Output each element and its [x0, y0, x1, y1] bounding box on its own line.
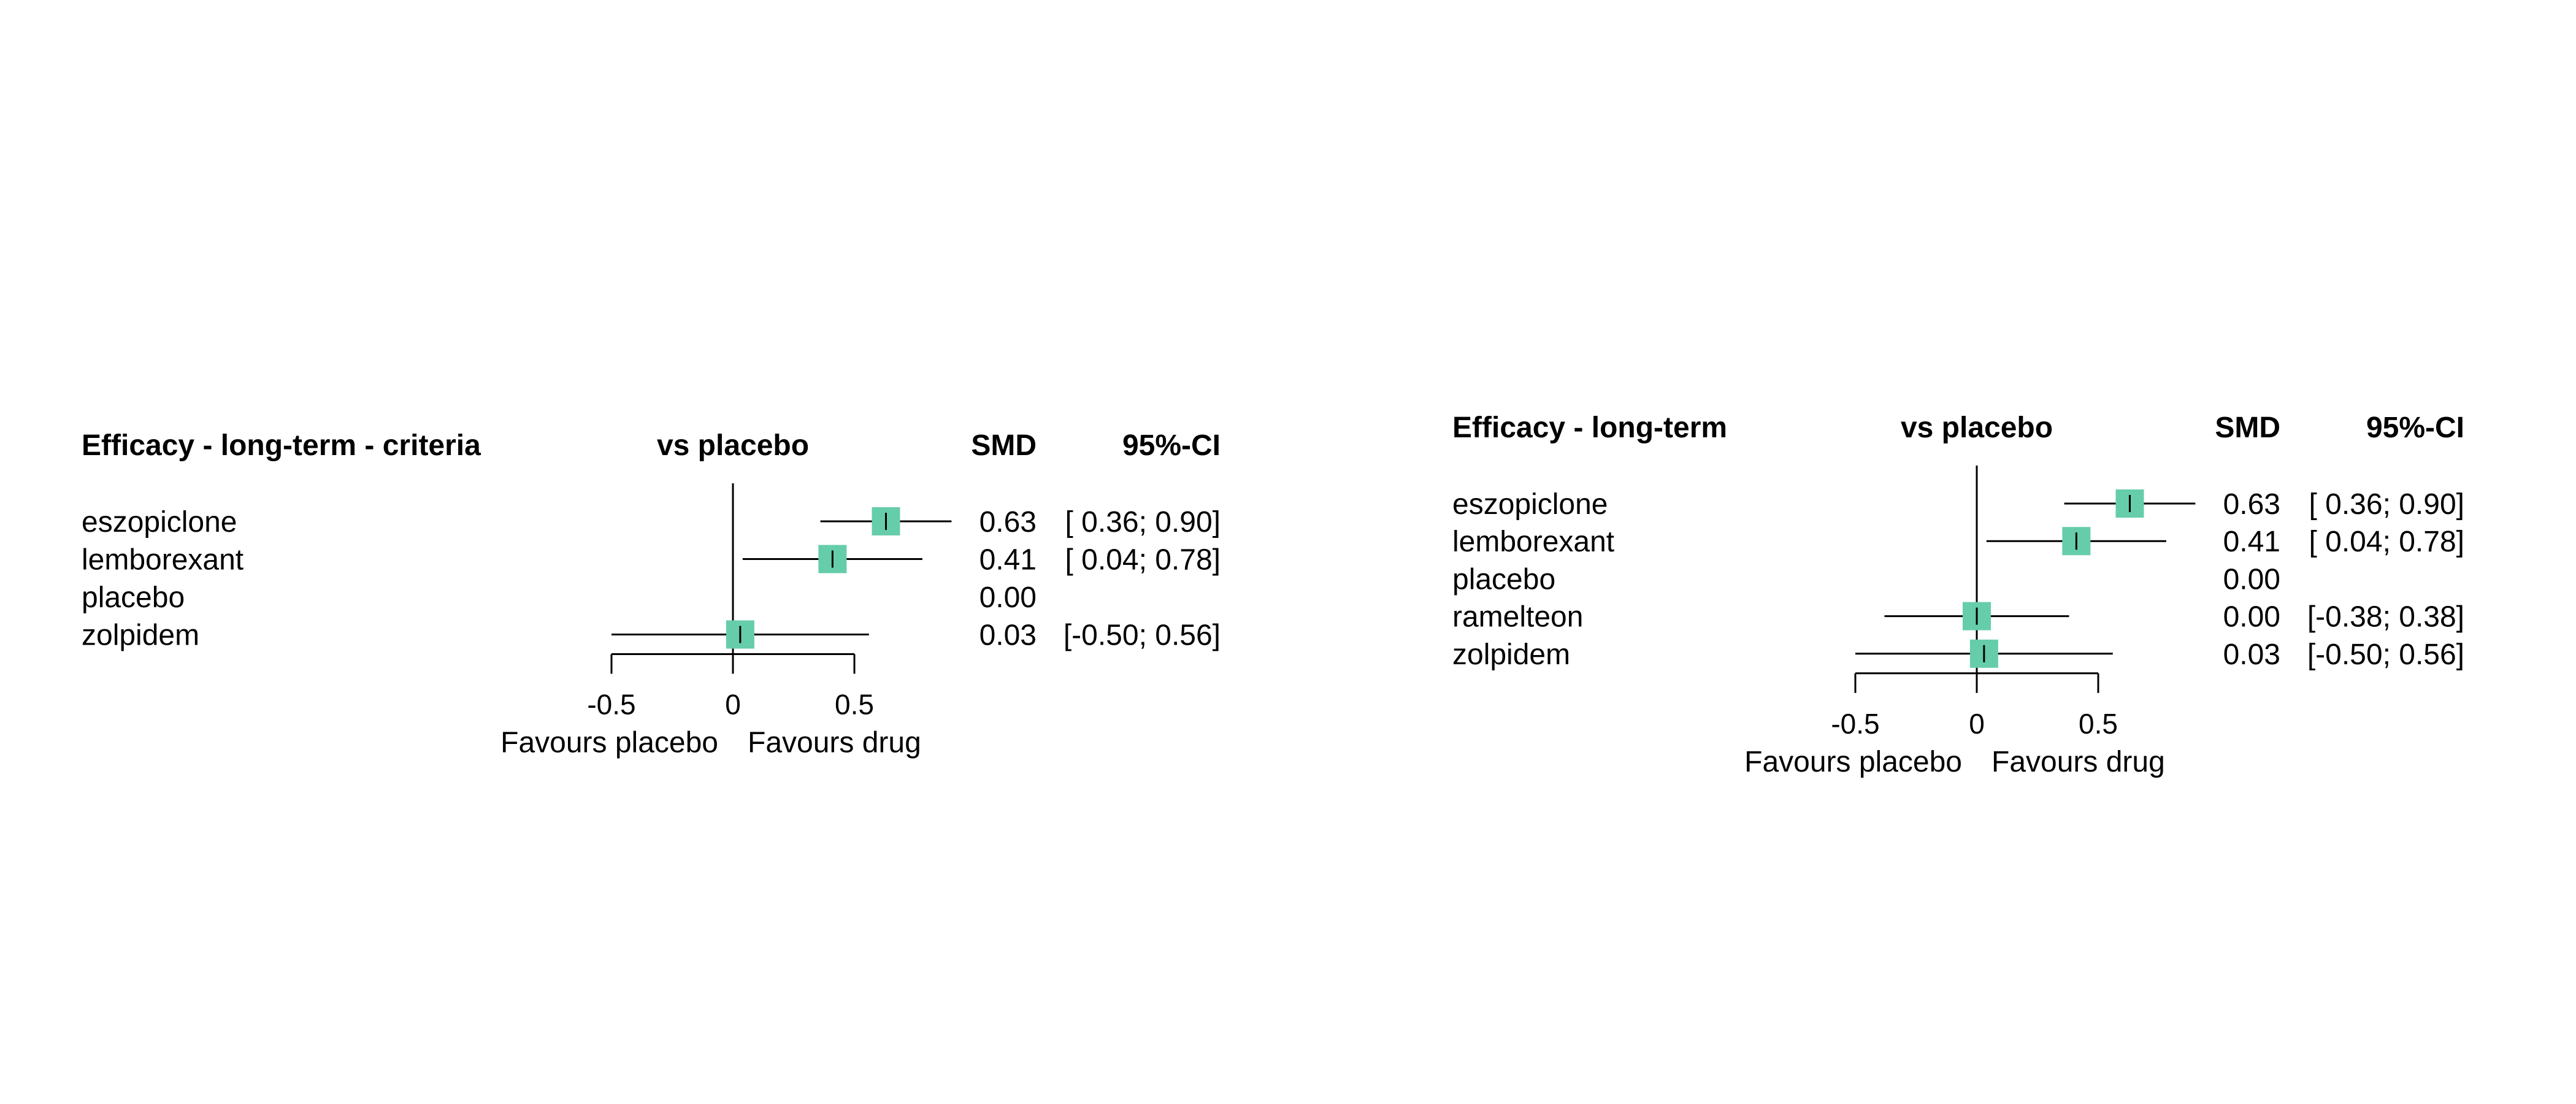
estimate-value: 0.00 [979, 581, 1037, 614]
estimate-value: 0.03 [979, 619, 1037, 652]
x-tick-label: -0.5 [1831, 708, 1879, 740]
ci-value: [ 0.36; 0.90] [1065, 506, 1221, 539]
estimate-header: SMD [2215, 412, 2280, 444]
treatment-label: eszopiclone [1452, 488, 1608, 521]
ci-header: 95%-CI [1122, 429, 1221, 462]
plot-title: Efficacy - long-term - criteria [82, 429, 481, 462]
treatment-label: placebo [1452, 563, 1555, 596]
estimate-value: 0.41 [979, 544, 1037, 577]
comparison-header: vs placebo [1901, 412, 2053, 444]
table-row: placebo 0.00 [1452, 563, 2280, 596]
table-row: ramelteon 0.00 [-0.38; 0.38] [1452, 601, 2464, 634]
estimate-header: SMD [971, 429, 1037, 462]
table-row: zolpidem 0.03 [-0.50; 0.56] [1452, 638, 2464, 671]
ci-value: [-0.50; 0.56] [1064, 619, 1221, 652]
treatment-label: zolpidem [82, 619, 199, 652]
estimate-value: 0.41 [2223, 526, 2280, 558]
ci-header: 95%-CI [2366, 412, 2464, 444]
favours-right-label: Favours drug [748, 727, 921, 759]
ci-value: [-0.50; 0.56] [2307, 638, 2464, 671]
ci-value: [ 0.04; 0.78] [1065, 544, 1221, 577]
table-row: eszopiclone 0.63 [ 0.36; 0.90] [82, 506, 1221, 539]
plot-title: Efficacy - long-term [1452, 412, 1727, 444]
estimate-value: 0.00 [2223, 601, 2280, 634]
x-tick-label: 0.5 [2079, 708, 2118, 740]
table-row: lemborexant 0.41 [ 0.04; 0.78] [1452, 526, 2464, 558]
table-row: zolpidem 0.03 [-0.50; 0.56] [82, 619, 1221, 652]
ci-value: [ 0.36; 0.90] [2309, 488, 2464, 521]
estimate-value: 0.63 [979, 506, 1037, 539]
x-tick-label: 0 [725, 689, 741, 721]
treatment-label: lemborexant [82, 544, 243, 577]
ci-value: [ 0.04; 0.78] [2309, 526, 2464, 558]
treatment-label: lemborexant [1452, 526, 1614, 558]
estimate-value: 0.03 [2223, 638, 2280, 671]
treatment-label: placebo [82, 581, 185, 614]
favours-left-label: Favours placebo [1744, 746, 1962, 778]
treatment-label: eszopiclone [82, 506, 237, 539]
ci-value: [-0.38; 0.38] [2307, 601, 2464, 634]
x-tick-label: 0 [1969, 708, 1985, 740]
table-row: placebo 0.00 [82, 581, 1037, 614]
favours-left-label: Favours placebo [500, 727, 718, 759]
x-tick-label: 0.5 [835, 689, 874, 721]
table-row: eszopiclone 0.63 [ 0.36; 0.90] [1452, 488, 2464, 521]
estimate-value: 0.63 [2223, 488, 2280, 521]
forest-plot-2: Efficacy - long-term vs placebo SMD 95%-CI e… [1452, 412, 2464, 778]
comparison-header: vs placebo [657, 429, 809, 462]
estimate-value: 0.00 [2223, 563, 2280, 596]
forest-plot-1: Efficacy - long-term - criteria vs placeb… [82, 429, 1221, 759]
favours-right-label: Favours drug [1991, 746, 2165, 778]
x-tick-label: -0.5 [587, 689, 635, 721]
treatment-label: zolpidem [1452, 638, 1570, 671]
treatment-label: ramelteon [1452, 601, 1583, 634]
table-row: lemborexant 0.41 [ 0.04; 0.78] [82, 544, 1221, 577]
